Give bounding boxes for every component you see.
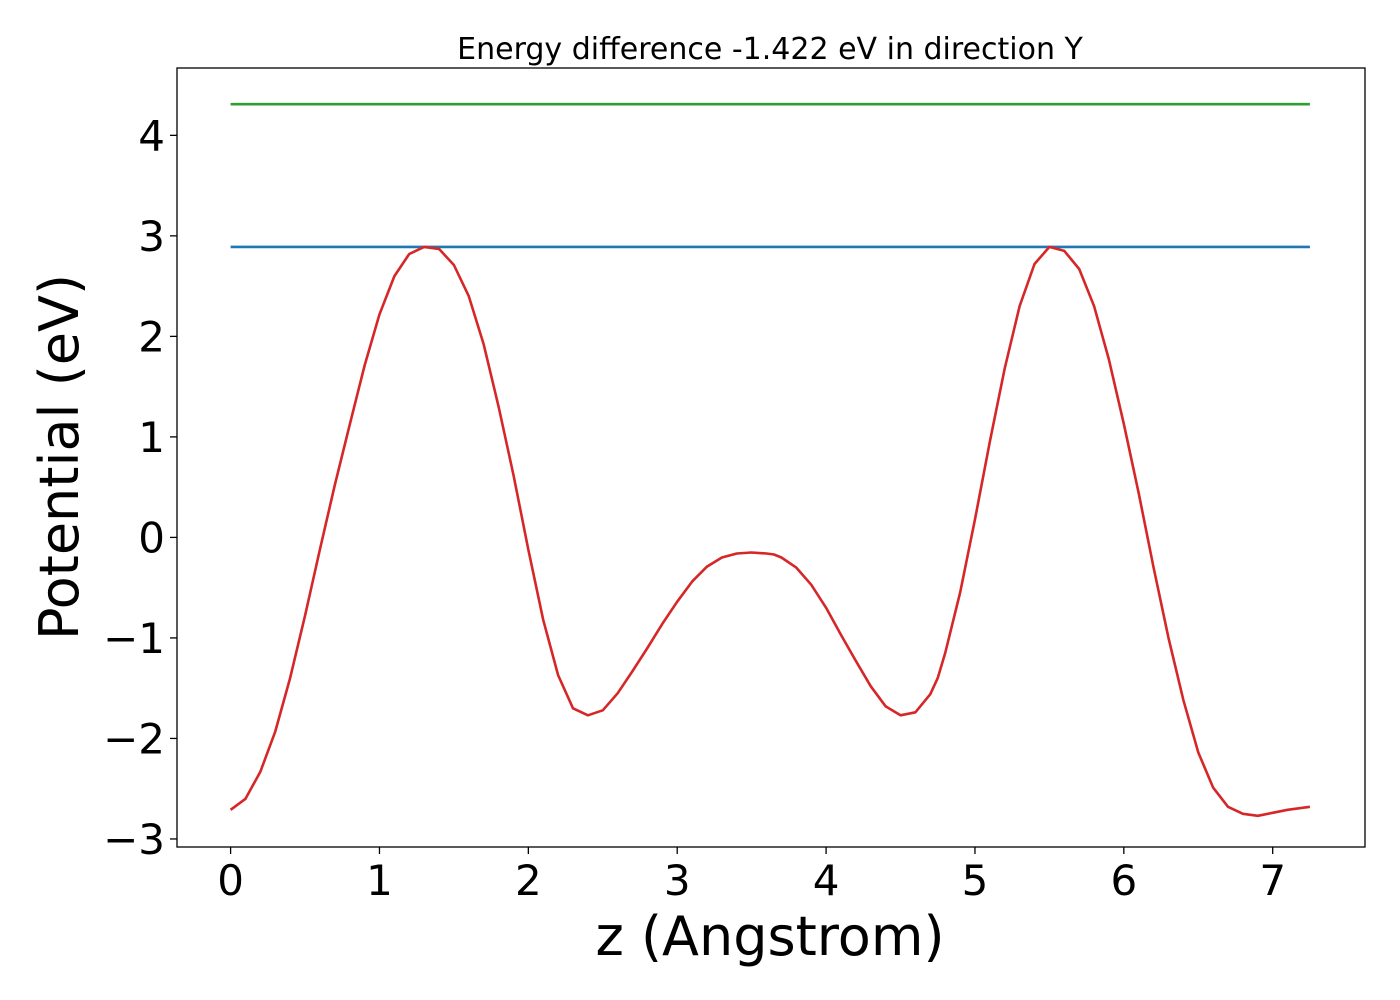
x-tick-label: 1 [366,856,393,905]
chart-title: Energy difference -1.422 eV in direction… [457,32,1083,67]
x-tick-label: 5 [962,856,989,905]
y-tick-label: 3 [138,212,165,261]
y-tick-label: 4 [138,111,165,160]
y-axis: −3 −2 −1 0 1 2 3 4 [103,111,177,864]
x-tick-label: 2 [515,856,542,905]
y-tick-label: −3 [103,815,165,864]
series-line-2 [229,245,1311,818]
y-tick-label: 1 [138,413,165,462]
y-tick-label: −1 [103,614,165,663]
y-tick-label: 2 [138,312,165,361]
y-tick-label: 0 [138,513,165,562]
x-tick-label: 6 [1110,856,1137,905]
x-tick-label: 0 [217,856,244,905]
y-tick-label: −2 [103,714,165,763]
x-axis: 0 1 2 3 4 5 6 7 [217,847,1286,905]
x-axis-label: z (Angstrom) [595,905,944,968]
x-tick-label: 4 [813,856,840,905]
x-tick-label: 3 [664,856,691,905]
series-layer [229,102,1311,818]
y-axis-label: Potential (eV) [28,274,91,640]
plot-frame [176,67,1366,848]
x-tick-label: 7 [1259,856,1286,905]
